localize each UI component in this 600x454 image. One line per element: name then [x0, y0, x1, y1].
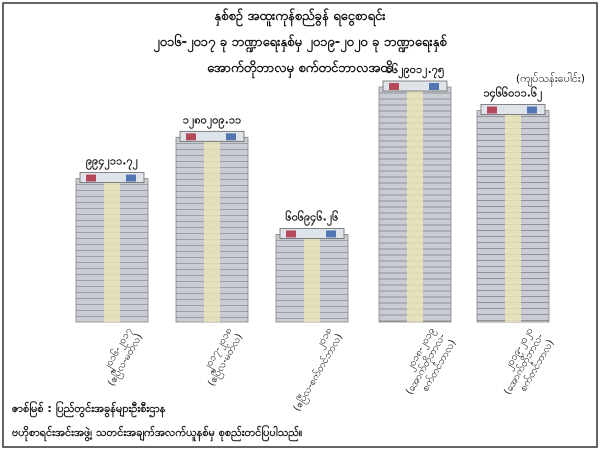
top-print — [389, 83, 399, 90]
top-note — [179, 130, 245, 142]
band — [505, 110, 521, 322]
source: ဗဟိုစာရင်းအင်းအဖွဲ့၊ သတင်းအချက်အလက်ယူနစ်… — [12, 424, 302, 442]
top-print — [226, 133, 236, 141]
category-label: ၂၀၁၆-၂၀၁၇(ဧပြီလ-မတ်လ) — [100, 325, 147, 389]
title-line: ၂၀၁၆-၂၀၁၇ ခု ဘဏ္ဍာရေးနှစ်မှ ၂၀၁၉-၂၀၂၀ ခု… — [153, 33, 447, 53]
band — [104, 178, 120, 322]
category-label: ၂၀၁၈-၂၀၁၉(အောက်တိုဘာလ-စက်တင်ဘာလ) — [402, 326, 458, 398]
category-label: ၂၀၁၈(ဧပြီလ-စက်တင်ဘာလ) — [289, 326, 347, 414]
title-line: အောက်တိုဘာလမှ စက်တင်ဘာလအထိ — [207, 59, 393, 79]
top-print — [186, 133, 196, 141]
title-line: နှစ်စဉ် အထူးကုန်စည်ခွန် ရငွေစာရင်း — [214, 7, 386, 27]
category-label: ၂၀၁၉-၂၀၂၀(အောက်တိုဘာလ-စက်တင်ဘာလ) — [500, 326, 556, 398]
value-label: ၆၀၆၉၄၆.၂၆ — [286, 210, 339, 226]
top-print — [86, 174, 96, 182]
band — [304, 234, 320, 322]
unit-label: (ကျပ်သန်းပေါင်း) — [516, 72, 585, 87]
top-print — [429, 83, 439, 90]
value-label: ၁၆၂၉၀၁၂.၇၅ — [386, 63, 445, 79]
top-print — [326, 230, 336, 238]
top-note — [279, 228, 345, 239]
frame — [2, 2, 598, 448]
band — [407, 87, 423, 322]
category-label: ၂၀၁၇-၂၀၁၈(ဧပြီလ-မတ်လ) — [201, 326, 246, 389]
top-print — [527, 106, 537, 114]
top-note — [79, 172, 145, 183]
top-print — [487, 106, 497, 114]
top-note — [480, 104, 546, 115]
top-note — [382, 80, 448, 92]
band — [204, 137, 220, 322]
source: ဇာစ်မြစ် : ပြည်တွင်းအခွန်များဦးစီးဌာန — [12, 400, 166, 418]
value-label: ၁၄၆၆၀၁၁.၆၂ — [483, 87, 543, 103]
value-label: ၁၂၈၀၂၀၉.၁၁ — [183, 113, 242, 129]
top-print — [286, 230, 296, 238]
value-label: ၉၉၄၂၁၁.၇၂ — [86, 155, 139, 171]
top-print — [126, 174, 136, 182]
